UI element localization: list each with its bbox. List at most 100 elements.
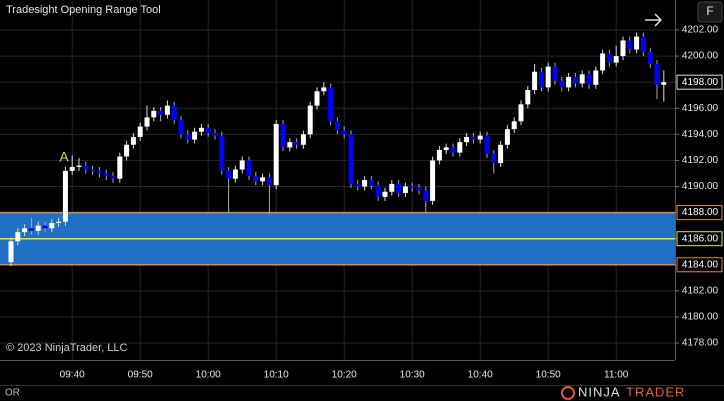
candle-body (348, 134, 354, 184)
candle-body (484, 135, 490, 154)
candle-body (545, 66, 551, 88)
candle-body (525, 90, 531, 105)
candle-body (90, 169, 96, 171)
candle-body (22, 228, 28, 233)
candle-body (307, 105, 313, 135)
candle-body (504, 129, 510, 145)
logo-icon (561, 386, 575, 400)
candle-body (8, 241, 14, 263)
x-tick-label: 10:30 (400, 370, 425, 381)
candle-body (83, 165, 89, 170)
candle-body (164, 105, 170, 115)
y-tick-label: 4196.00 (682, 103, 719, 114)
range-mid-box (676, 231, 723, 247)
candle-body (300, 134, 306, 145)
y-tick-label: 4200.00 (682, 51, 719, 62)
candle-body (56, 221, 62, 224)
candle-body (137, 126, 143, 137)
plot-area (0, 0, 675, 360)
x-tick-label: 09:50 (128, 370, 153, 381)
candle-body (402, 186, 408, 194)
candle-body (253, 176, 259, 182)
candle-body (443, 147, 449, 150)
candle-body (661, 82, 667, 85)
candle-body (518, 104, 524, 122)
candle-body (654, 63, 660, 85)
candle-body (627, 40, 633, 50)
candle-body (171, 105, 177, 120)
y-tick-label: 4194.00 (682, 129, 719, 140)
annotation: A (59, 149, 69, 165)
candle-body (266, 177, 272, 186)
candle-body (600, 53, 606, 71)
candle-body (287, 142, 293, 148)
candle-body (219, 135, 225, 171)
candle-body (96, 170, 102, 174)
candle-body (640, 36, 646, 53)
candle-body (62, 170, 68, 222)
candle-body (28, 228, 34, 231)
nav-arrow[interactable] (645, 13, 663, 27)
candle-body (647, 52, 653, 64)
candle-body (382, 191, 388, 197)
candle-body (375, 185, 381, 197)
candle-body (341, 130, 347, 135)
candle-body (273, 123, 279, 186)
y-tick-label: 4192.00 (682, 155, 719, 166)
candle-body (464, 136, 470, 143)
candle-body (566, 76, 572, 88)
candle-body (368, 180, 374, 186)
x-tick-label: 10:00 (196, 370, 221, 381)
candle-body (511, 121, 517, 130)
candle-body (620, 40, 626, 57)
candle-body (69, 166, 75, 171)
candle-body (198, 127, 204, 132)
y-tick-label: 4202.00 (682, 25, 719, 36)
candle-body (572, 76, 578, 84)
candle-body (117, 156, 123, 179)
x-tick-label: 09:40 (60, 370, 85, 381)
status-label: OR (5, 388, 20, 399)
candle-body (124, 144, 130, 157)
candle-body (491, 153, 497, 164)
candle-body (49, 223, 55, 229)
candle-body (76, 165, 82, 167)
candle-body (436, 150, 442, 161)
candle-body (192, 131, 198, 140)
candle-body (389, 183, 395, 192)
candle-body (35, 225, 41, 231)
candle-body (538, 71, 544, 88)
candle-body (355, 183, 361, 187)
candle-body (423, 190, 429, 201)
copyright: © 2023 NinjaTrader, LLC (6, 342, 127, 354)
candle-body (334, 121, 340, 131)
candle-body (362, 180, 368, 187)
candle-body (280, 123, 286, 148)
x-tick-label: 10:40 (468, 370, 493, 381)
last-price-box (676, 74, 723, 90)
candle-body (294, 142, 300, 145)
range-high-label: 4188.00 (682, 207, 719, 218)
candle-body (246, 160, 252, 177)
candle-body (532, 71, 538, 90)
candle-body (498, 144, 504, 164)
candle-body (110, 176, 116, 179)
candle-body (416, 187, 422, 191)
candle-body (559, 80, 565, 88)
candle-body (103, 173, 109, 177)
candle-body (260, 177, 266, 182)
candle-body (321, 87, 327, 92)
f-button[interactable] (697, 1, 723, 23)
candle-body (151, 110, 157, 118)
candle-body (606, 53, 612, 63)
x-tick-label: 10:10 (264, 370, 289, 381)
x-tick-label: 11:00 (604, 370, 629, 381)
chart-title: Tradesight Opening Range Tool (6, 4, 161, 16)
candle-body (226, 170, 232, 179)
y-tick-label: 4190.00 (682, 181, 719, 192)
x-tick-label: 10:50 (536, 370, 561, 381)
range-mid-label: 4186.00 (682, 233, 719, 244)
range-high-box (676, 205, 723, 221)
f-button-label[interactable]: F (706, 4, 713, 18)
